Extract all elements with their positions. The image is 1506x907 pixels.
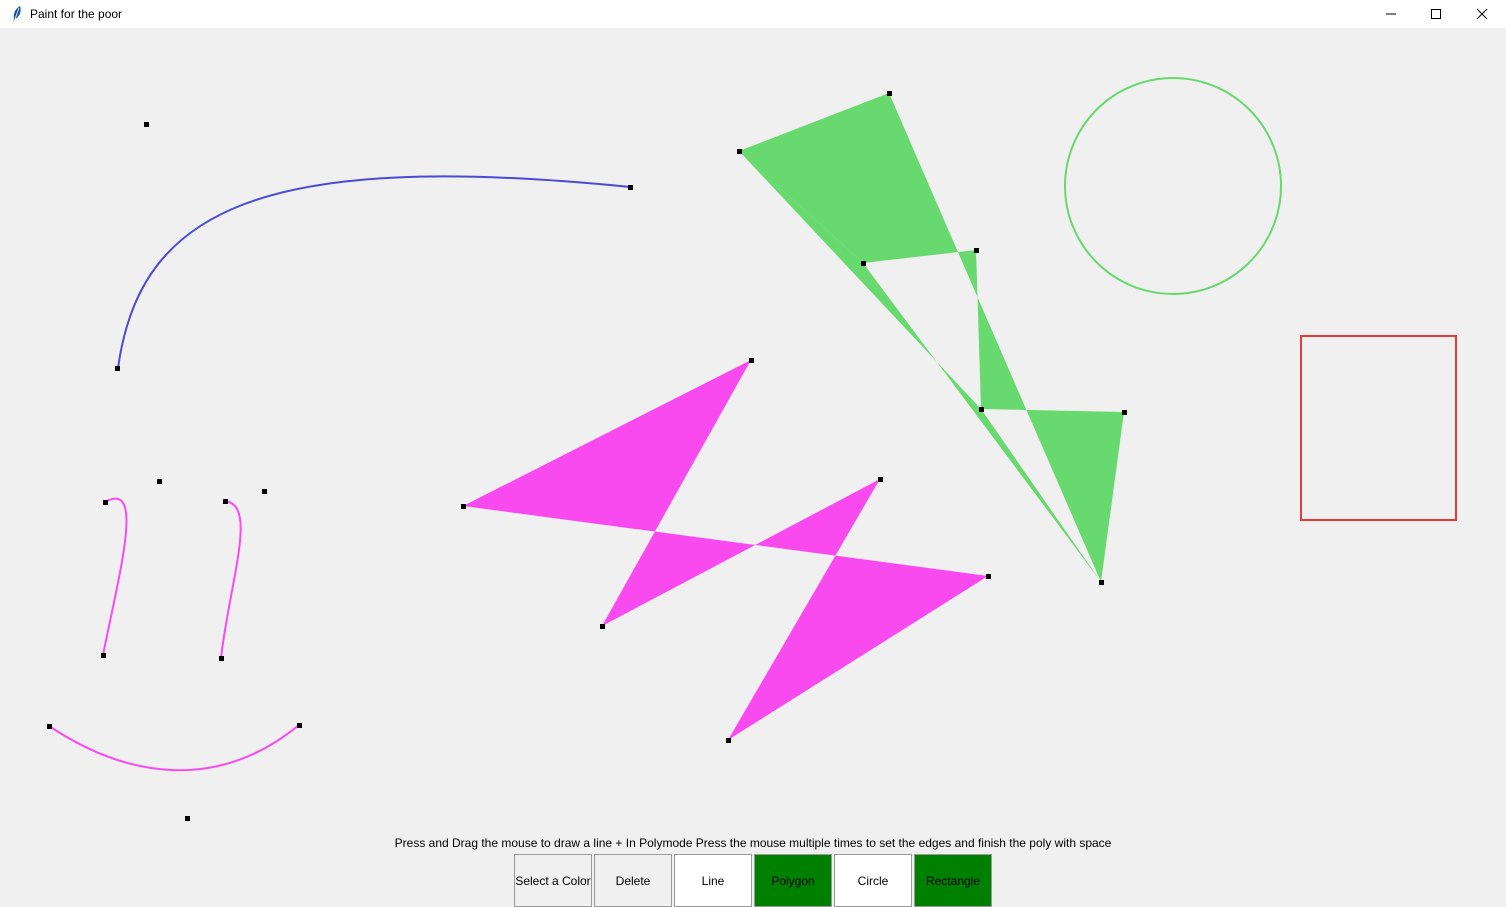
blue-bezier-curve [117,175,631,369]
circle-button[interactable]: Circle [834,854,912,907]
red-rectangle [1300,335,1457,521]
control-point [974,248,979,253]
instructions-label: Press and Drag the mouse to draw a line … [394,836,1112,850]
feather-icon [13,6,21,22]
control-point [1099,580,1104,585]
control-point [219,656,224,661]
control-point [600,624,605,629]
line-button[interactable]: Line [674,854,752,907]
control-point [144,122,149,127]
control-point [103,500,108,505]
close-icon [1476,8,1488,20]
title-bar: Paint for the poor [0,0,1506,28]
canvas-drawing [47,77,1457,821]
minimize-icon [1386,13,1396,15]
magenta-curve-right [220,500,242,659]
green-polygon [739,93,1124,582]
close-button[interactable] [1459,0,1505,28]
control-point [115,366,120,371]
rectangle-button[interactable]: Rectangle [914,854,992,907]
control-point [979,407,984,412]
magenta-curve-left [102,497,128,656]
minimize-button[interactable] [1368,0,1414,28]
magenta-smile-curve [48,724,300,772]
select-color-button[interactable]: Select a Color [514,854,592,907]
green-circle [1064,77,1282,295]
control-point [157,479,162,484]
control-point [47,724,52,729]
polygon-button[interactable]: Polygon [754,854,832,907]
control-point [887,91,892,96]
maximize-button[interactable] [1413,0,1459,28]
drawing-canvas[interactable] [0,28,1506,828]
control-point [878,477,883,482]
window-title: Paint for the poor [30,7,123,21]
control-point [297,723,302,728]
control-point [749,358,754,363]
control-point [262,489,267,494]
magenta-polygon [463,360,988,740]
control-point [986,574,991,579]
control-point [628,185,633,190]
control-point [1122,410,1127,415]
maximize-icon [1431,9,1441,19]
control-point [185,816,190,821]
control-point [101,653,106,658]
control-point [223,499,228,504]
delete-button[interactable]: Delete [594,854,672,907]
control-points [47,91,1127,821]
control-point [861,261,866,266]
control-point [737,149,742,154]
control-point [726,738,731,743]
control-point [461,504,466,509]
toolbar: Select a Color Delete Line Polygon Circl… [514,854,994,907]
